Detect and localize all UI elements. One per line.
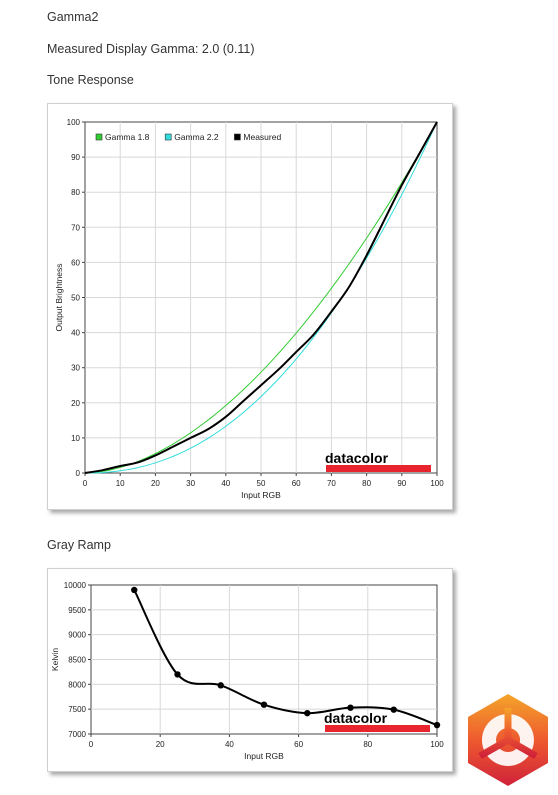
y-tick-label: 40	[71, 329, 80, 338]
datacolor-bar	[326, 465, 431, 472]
y-tick-label: 7000	[68, 730, 86, 739]
x-tick-label: 100	[430, 479, 444, 488]
legend-swatch	[234, 133, 241, 141]
series-line-2	[84, 121, 438, 474]
y-tick-label: 30	[71, 364, 80, 373]
x-tick-label: 50	[257, 479, 266, 488]
y-tick-label: 8000	[68, 680, 86, 689]
measured-gamma-label: Measured Display Gamma: 2.0 (0.11)	[47, 42, 255, 56]
y-tick-label: 7500	[68, 705, 86, 714]
series-line-1	[84, 121, 438, 474]
x-tick-label: 10	[116, 479, 125, 488]
x-tick-label: 40	[221, 479, 230, 488]
series-line-3	[84, 121, 438, 474]
y-tick-label: 50	[71, 294, 80, 303]
tone-response-panel: 0 10 20 30 40 50 60 70 80 90 100 0 10 20 30 40 50 60 70 80 9…	[47, 103, 453, 510]
y-tick-label: 60	[71, 258, 80, 267]
x-axis-label: Input RGB	[244, 751, 284, 761]
x-tick-label: 80	[363, 740, 372, 749]
datacolor-watermark: datacolor	[324, 710, 388, 726]
datacolor-bar	[325, 725, 430, 732]
x-tick-label: 20	[156, 740, 165, 749]
data-point	[260, 701, 268, 708]
tone-response-chart: 0 10 20 30 40 50 60 70 80 90 100 0 10 20 30 40 50 60 70 80 9…	[54, 118, 444, 500]
legend-swatch	[164, 133, 172, 141]
gray-ramp-heading: Gray Ramp	[47, 538, 111, 552]
y-tick-label: 10	[71, 434, 80, 443]
logo-spokes	[478, 708, 538, 760]
logo-ring	[481, 714, 534, 766]
y-tick-label: 90	[71, 153, 80, 162]
y-tick-label: 20	[71, 399, 80, 408]
x-tick-label: 0	[89, 740, 94, 749]
y-tick-label: 0	[76, 469, 81, 478]
y-tick-label: 80	[71, 188, 80, 197]
y-tick-label: 9000	[68, 631, 86, 640]
x-tick-label: 90	[397, 479, 406, 488]
x-tick-label: 40	[225, 740, 234, 749]
data-point	[390, 706, 397, 713]
data-point	[131, 586, 138, 594]
datacolor-watermark: datacolor	[325, 450, 389, 466]
x-tick-label: 80	[362, 479, 371, 488]
x-tick-label: 70	[327, 479, 336, 488]
y-tick-label: 10000	[64, 581, 87, 590]
tone-response-heading: Tone Response	[47, 73, 134, 87]
x-tick-label: 60	[292, 479, 301, 488]
kitguru-logo-icon	[468, 694, 548, 786]
y-tick-label: 8500	[68, 656, 86, 665]
x-tick-label: 20	[151, 479, 160, 488]
gray-ramp-panel: 0 20 40 60 80 100 7000 7500 8000 8500 9000 9500 1000…	[47, 568, 453, 772]
legend-entry: Measured	[243, 132, 281, 142]
legend-entry: Gamma 2.2	[174, 132, 219, 142]
x-tick-label: 100	[430, 740, 444, 749]
data-point	[347, 704, 354, 711]
data-point	[433, 721, 441, 729]
y-axis-label: Output Brightness	[54, 263, 64, 331]
legend-entry: Gamma 1.8	[105, 132, 150, 142]
gray-ramp-chart: 0 20 40 60 80 100 7000 7500 8000 8500 9000 9500 1000…	[50, 581, 444, 761]
data-point	[217, 682, 224, 689]
page-title: Gamma2	[47, 10, 99, 24]
data-point	[304, 709, 311, 717]
legend-swatch	[95, 133, 103, 141]
x-tick-label: 30	[186, 479, 195, 488]
data-point	[174, 671, 181, 678]
x-tick-label: 60	[294, 740, 303, 749]
y-axis-label: Kelvin	[50, 648, 60, 671]
y-tick-label: 70	[71, 223, 80, 232]
x-tick-label: 0	[83, 479, 88, 488]
y-tick-label: 9500	[68, 606, 86, 615]
y-tick-label: 100	[67, 118, 81, 127]
x-axis-label: Input RGB	[241, 490, 281, 500]
